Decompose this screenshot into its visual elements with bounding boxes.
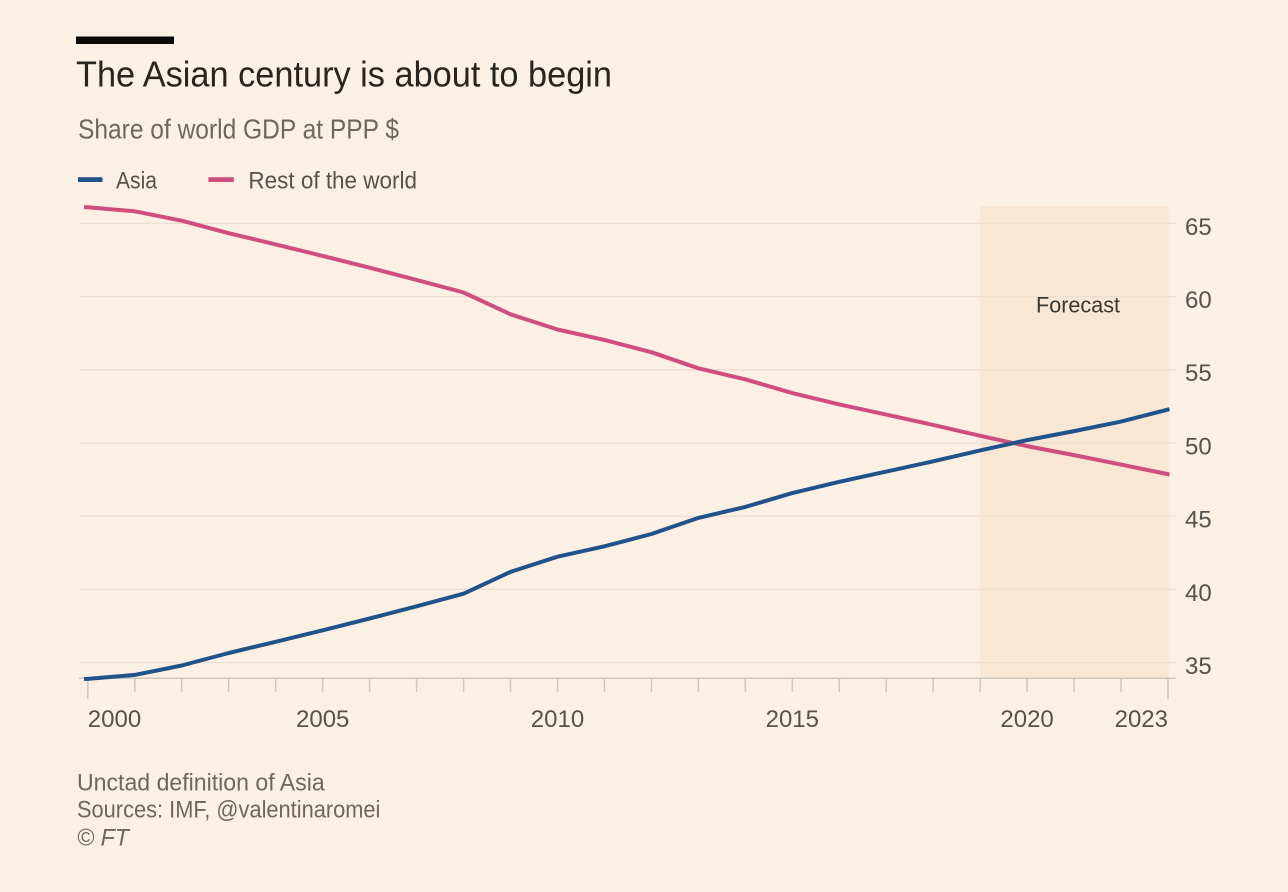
svg-text:Rest of the world: Rest of the world bbox=[248, 168, 417, 195]
svg-text:65: 65 bbox=[1185, 214, 1212, 241]
svg-text:45: 45 bbox=[1185, 507, 1212, 534]
svg-text:Share of world GDP at PPP $: Share of world GDP at PPP $ bbox=[78, 114, 399, 145]
svg-text:2005: 2005 bbox=[296, 706, 349, 733]
svg-text:50: 50 bbox=[1185, 433, 1212, 460]
svg-text:2010: 2010 bbox=[531, 706, 584, 733]
svg-text:60: 60 bbox=[1185, 287, 1212, 314]
svg-text:Forecast: Forecast bbox=[1036, 293, 1120, 318]
svg-text:40: 40 bbox=[1185, 580, 1212, 607]
svg-text:2023: 2023 bbox=[1115, 706, 1168, 733]
svg-text:The Asian century is about to: The Asian century is about to begin bbox=[76, 53, 612, 94]
svg-text:Sources: IMF, @valentinaromei: Sources: IMF, @valentinaromei bbox=[77, 796, 380, 823]
svg-text:2020: 2020 bbox=[1000, 706, 1053, 733]
svg-text:© FT: © FT bbox=[77, 825, 131, 852]
svg-text:Unctad definition of Asia: Unctad definition of Asia bbox=[77, 770, 325, 797]
svg-text:35: 35 bbox=[1185, 653, 1212, 680]
svg-text:55: 55 bbox=[1185, 360, 1212, 387]
svg-text:2000: 2000 bbox=[88, 706, 141, 733]
svg-text:Asia: Asia bbox=[116, 168, 158, 195]
svg-text:2015: 2015 bbox=[766, 706, 819, 733]
